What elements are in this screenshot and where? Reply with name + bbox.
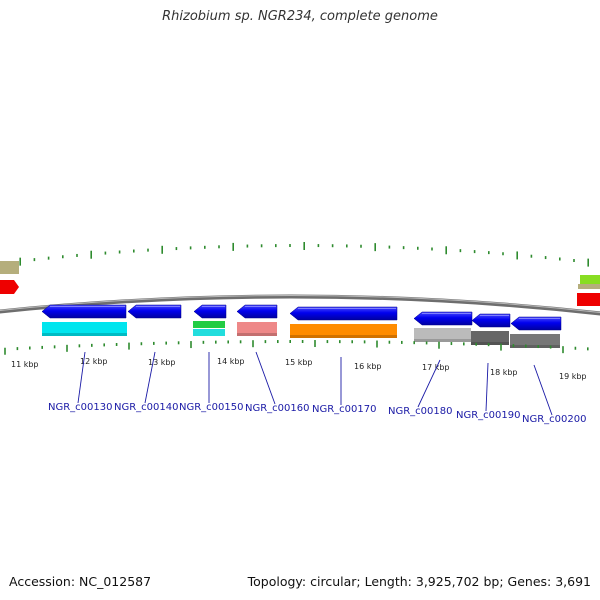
gene-leader-line xyxy=(533,364,553,416)
gene-feature-shadow xyxy=(237,333,277,336)
edge-feature-block xyxy=(577,293,600,306)
gene-label[interactable]: NGR_c00180 xyxy=(388,406,453,417)
scale-label: 19 kbp xyxy=(559,372,587,381)
scale-label: 12 kbp xyxy=(80,357,108,366)
gene-arrow xyxy=(471,313,511,328)
gene-feature-bar xyxy=(42,322,127,336)
gene-label[interactable]: NGR_c00170 xyxy=(312,404,377,415)
scale-label: 15 kbp xyxy=(285,358,313,367)
gene-arrow xyxy=(236,304,278,319)
gene-feature-bar xyxy=(193,329,225,336)
gene-leader-line xyxy=(417,359,441,408)
gene-feature-shadow xyxy=(510,345,560,348)
gene-labels: NGR_c00130 NGR_c00140 NGR_c00150 NGR_c00160… xyxy=(48,351,587,425)
genome-backbone-highlight xyxy=(0,294,600,313)
gene-feature-bar xyxy=(414,328,471,342)
gene-leader-line xyxy=(485,362,489,412)
scale-label: 17 kbp xyxy=(422,363,450,372)
edge-feature-block xyxy=(0,261,19,274)
gene-feature-bar xyxy=(193,321,225,328)
scale-label: 13 kbp xyxy=(148,358,176,367)
scale-label: 18 kbp xyxy=(490,368,518,377)
genome-backbone xyxy=(0,294,600,316)
gene-arrow xyxy=(127,304,182,319)
inner-tick-ring xyxy=(4,340,589,355)
gene-arrow xyxy=(193,304,227,319)
edge-feature-block xyxy=(578,284,600,289)
gene-arrow xyxy=(413,311,473,326)
map-title: Rhizobium sp. NGR234, complete genome xyxy=(162,9,438,24)
gene-feature-shadow xyxy=(290,335,397,338)
gene-label[interactable]: NGR_c00140 xyxy=(114,402,179,413)
gene-feature-bar xyxy=(237,322,277,336)
gene-leader-line xyxy=(77,351,86,404)
gene-label[interactable]: NGR_c00150 xyxy=(179,402,244,413)
gene-leader-line xyxy=(144,351,156,404)
gene-leader-line xyxy=(255,351,276,405)
gene-arrows xyxy=(41,304,562,331)
scale-label: 14 kbp xyxy=(217,357,245,366)
gene-label[interactable]: NGR_c00200 xyxy=(522,414,587,425)
edge-features xyxy=(0,261,600,306)
gene-label[interactable]: NGR_c00190 xyxy=(456,410,521,421)
gene-feature-bar xyxy=(471,331,509,345)
genome-stats-text: Topology: circular; Length: 3,925,702 bp… xyxy=(247,574,591,589)
gene-arrow xyxy=(41,304,127,319)
gene-arrow xyxy=(289,306,398,321)
gene-label[interactable]: NGR_c00130 xyxy=(48,402,113,413)
scale-label: 11 kbp xyxy=(11,360,39,369)
gene-feature-shadow xyxy=(42,333,127,336)
edge-feature-block xyxy=(580,275,600,284)
outer-tick-ring xyxy=(5,242,590,267)
edge-gene-arrow xyxy=(0,280,19,294)
scale-labels: 11 kbp 12 kbp 13 kbp 14 kbp 15 kbp 16 kbp 17 k… xyxy=(11,357,587,381)
gene-label[interactable]: NGR_c00160 xyxy=(245,403,310,414)
gene-feature-shadow xyxy=(414,339,471,342)
gene-feature-shadow xyxy=(471,342,509,345)
gene-features xyxy=(42,321,560,348)
accession-text: Accession: NC_012587 xyxy=(9,574,152,589)
gene-feature-bar xyxy=(510,334,560,348)
gene-arrow xyxy=(510,316,562,331)
gene-feature-bar xyxy=(290,324,397,338)
scale-label: 16 kbp xyxy=(354,362,382,371)
